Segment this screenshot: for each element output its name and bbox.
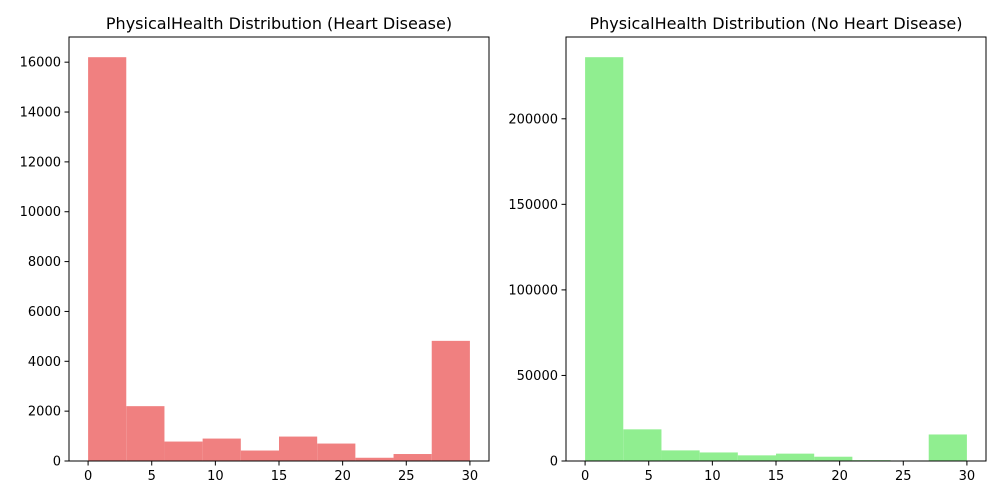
x-tick-label: 15 xyxy=(271,469,288,484)
bar-heart-disease-bin-4 xyxy=(240,450,279,461)
bar-heart-disease-bin-8 xyxy=(393,454,432,461)
bar-heart-disease-bin-3 xyxy=(202,438,241,461)
x-tick-label: 25 xyxy=(398,469,415,484)
bar-heart-disease-bin-6 xyxy=(317,443,356,461)
bar-no-heart-disease-bin-4 xyxy=(737,455,776,461)
x-tick-label: 0 xyxy=(581,469,589,484)
y-tick-label: 0 xyxy=(53,455,61,470)
bars-heart-disease xyxy=(88,57,470,461)
y-tick-label: 16000 xyxy=(20,56,61,71)
chart-title-heart-disease: PhysicalHealth Distribution (Heart Disea… xyxy=(106,14,452,33)
bar-no-heart-disease-bin-0 xyxy=(585,57,624,461)
panel-heart-disease: 0 5 10 15 20 25 30 0 2000 4000 6000 8000 10000 12000 1… xyxy=(20,14,490,484)
y-tick-label: 100000 xyxy=(508,283,558,298)
panel-no-heart-disease: 0 5 10 15 20 25 30 0 50000 100000 150000 200000 Phys… xyxy=(508,14,987,484)
bar-no-heart-disease-bin-5 xyxy=(776,453,815,461)
bars-no-heart-disease xyxy=(585,57,967,461)
x-tick-label: 20 xyxy=(831,469,848,484)
y-tick-label: 4000 xyxy=(28,355,61,370)
bar-heart-disease-bin-2 xyxy=(164,441,203,461)
y-tick-label: 14000 xyxy=(20,106,61,121)
y-tick-label: 6000 xyxy=(28,305,61,320)
x-tick-label: 25 xyxy=(895,469,912,484)
x-tick-label: 10 xyxy=(704,469,721,484)
y-tick-label: 12000 xyxy=(20,155,61,170)
x-tick-label: 0 xyxy=(84,469,92,484)
chart-title-no-heart-disease: PhysicalHealth Distribution (No Heart Di… xyxy=(589,14,962,33)
bar-heart-disease-bin-5 xyxy=(279,436,318,461)
y-tick-label: 0 xyxy=(550,455,558,470)
y-tick-label: 8000 xyxy=(28,255,61,270)
bar-no-heart-disease-bin-1 xyxy=(623,429,662,461)
x-axis-no-heart-disease: 0 5 10 15 20 25 30 xyxy=(581,461,975,484)
x-tick-label: 20 xyxy=(334,469,351,484)
x-tick-label: 5 xyxy=(645,469,653,484)
y-tick-label: 200000 xyxy=(508,112,558,127)
bar-heart-disease-bin-0 xyxy=(88,57,127,461)
y-axis-no-heart-disease: 0 50000 100000 150000 200000 xyxy=(508,112,566,470)
bar-heart-disease-bin-1 xyxy=(126,406,165,461)
x-tick-label: 30 xyxy=(462,469,479,484)
bar-no-heart-disease-bin-6 xyxy=(814,456,853,461)
bar-heart-disease-bin-7 xyxy=(355,457,394,461)
axes-frame-no-heart-disease xyxy=(565,36,987,462)
y-tick-label: 50000 xyxy=(517,369,558,384)
x-tick-label: 15 xyxy=(768,469,785,484)
y-tick-label: 150000 xyxy=(508,198,558,213)
y-tick-label: 2000 xyxy=(28,405,61,420)
x-tick-label: 5 xyxy=(148,469,156,484)
bar-no-heart-disease-bin-3 xyxy=(699,452,738,461)
bar-no-heart-disease-bin-2 xyxy=(661,450,700,461)
bar-no-heart-disease-bin-9 xyxy=(928,434,967,461)
bar-heart-disease-bin-9 xyxy=(431,340,470,461)
y-tick-label: 10000 xyxy=(20,205,61,220)
x-axis-heart-disease: 0 5 10 15 20 25 30 xyxy=(84,461,478,484)
y-axis-heart-disease: 0 2000 4000 6000 8000 10000 12000 14000 16000 xyxy=(20,56,69,470)
axes-frame-heart-disease xyxy=(68,36,490,462)
x-tick-label: 30 xyxy=(959,469,976,484)
x-tick-label: 10 xyxy=(207,469,224,484)
